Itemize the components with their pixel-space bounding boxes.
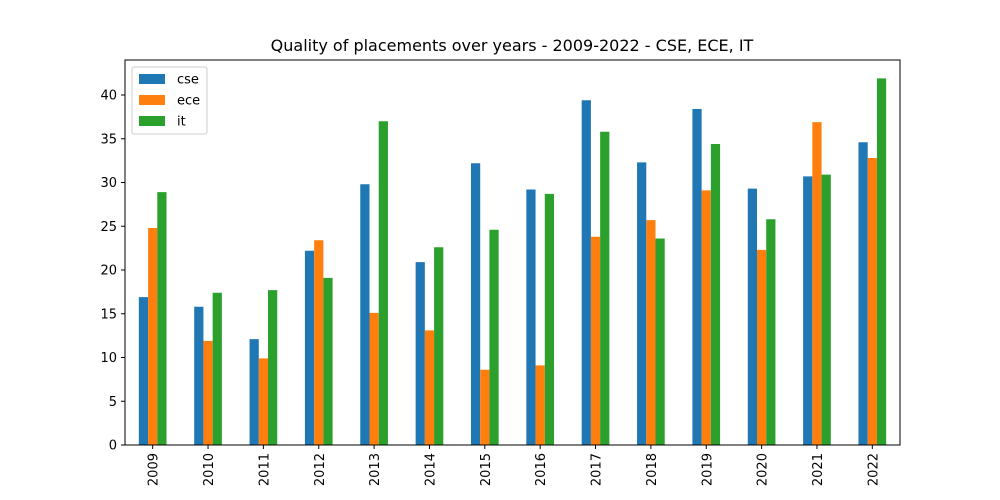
y-tick-label: 40 — [100, 89, 117, 104]
x-tick-label: 2017 — [590, 453, 605, 486]
bar-cse-2017 — [581, 100, 591, 445]
axes-layer: 0 5 10 15 20 25 30 35 40 2009 2010 2011 2012 2013 2014… — [100, 59, 901, 486]
y-tick-label: 15 — [100, 307, 117, 322]
bar-cse-2009 — [138, 297, 149, 445]
x-tick-label: 2021 — [811, 453, 826, 486]
bar-cse-2016 — [526, 189, 536, 445]
bar-ece-2021 — [812, 122, 822, 445]
bar-ece-2017 — [590, 236, 601, 445]
y-tick-label: 20 — [100, 264, 117, 279]
x-tick-label: 2020 — [756, 453, 771, 486]
bar-ece-2019 — [701, 190, 711, 445]
x-tick-label: 2019 — [700, 453, 715, 486]
bar-ece-2014 — [424, 330, 435, 445]
bar-it-2021 — [821, 174, 831, 445]
bar-ece-2009 — [148, 228, 158, 445]
x-tick-label: 2022 — [866, 453, 881, 486]
bar-ece-2015 — [480, 369, 490, 445]
bar-ece-2012 — [314, 240, 324, 445]
plot-frame — [124, 59, 901, 446]
bar-cse-2013 — [360, 184, 370, 445]
x-tick-label: 2010 — [202, 453, 217, 486]
x-tick-label: 2012 — [313, 453, 328, 486]
legend-swatch-it — [139, 116, 165, 126]
x-tick-label: 2011 — [257, 453, 272, 486]
x-tick-label: 2015 — [479, 453, 494, 486]
y-tick-label: 10 — [100, 351, 117, 366]
bar-cse-2020 — [747, 188, 757, 445]
bar-cse-2012 — [304, 250, 315, 445]
bar-cse-2014 — [415, 262, 425, 445]
x-tick-label: 2009 — [147, 453, 162, 486]
bar-cse-2019 — [692, 109, 702, 445]
legend-label-cse: cse — [177, 73, 199, 88]
chart-title: Quality of placements over years - 2009-… — [271, 36, 754, 55]
legend: cse ece it — [131, 66, 208, 135]
y-tick-label: 0 — [109, 439, 117, 454]
bar-ece-2016 — [535, 365, 545, 445]
bar-it-2011 — [268, 290, 278, 445]
bar-it-2018 — [655, 238, 665, 445]
bar-it-2022 — [876, 78, 887, 445]
x-tick-label: 2014 — [423, 453, 438, 486]
bar-cse-2011 — [249, 339, 259, 445]
bar-it-2019 — [710, 144, 721, 445]
bar-it-2012 — [323, 277, 333, 445]
y-tick-label: 35 — [100, 132, 117, 147]
bar-cse-2022 — [858, 142, 868, 445]
bar-ece-2011 — [258, 358, 269, 445]
x-tick-label: 2013 — [368, 453, 383, 486]
bar-cse-2021 — [803, 176, 813, 445]
bar-ece-2020 — [756, 249, 767, 445]
bar-it-2013 — [378, 121, 388, 445]
y-tick-label: 5 — [109, 395, 117, 410]
bar-cse-2010 — [194, 306, 204, 445]
legend-label-it: it — [177, 115, 186, 130]
bar-ece-2010 — [203, 340, 213, 445]
bar-ece-2018 — [646, 220, 656, 445]
bar-ece-2013 — [369, 312, 379, 445]
bar-cse-2018 — [637, 162, 647, 445]
x-tick-label: 2016 — [534, 453, 549, 486]
legend-swatch-ece — [139, 95, 165, 105]
bar-it-2017 — [600, 131, 610, 445]
bar-it-2010 — [212, 292, 222, 445]
legend-label-ece: ece — [177, 94, 200, 109]
y-tick-label: 30 — [100, 176, 117, 191]
bar-cse-2015 — [470, 163, 481, 445]
bar-it-2015 — [489, 229, 499, 445]
bar-it-2009 — [157, 192, 167, 445]
bar-it-2014 — [434, 247, 444, 445]
bar-it-2016 — [544, 193, 555, 445]
bars-layer — [138, 78, 887, 445]
bar-it-2020 — [766, 219, 776, 445]
bar-ece-2022 — [867, 158, 877, 445]
x-tick-label: 2018 — [645, 453, 660, 486]
legend-swatch-cse — [139, 74, 165, 84]
y-tick-label: 25 — [100, 220, 117, 235]
